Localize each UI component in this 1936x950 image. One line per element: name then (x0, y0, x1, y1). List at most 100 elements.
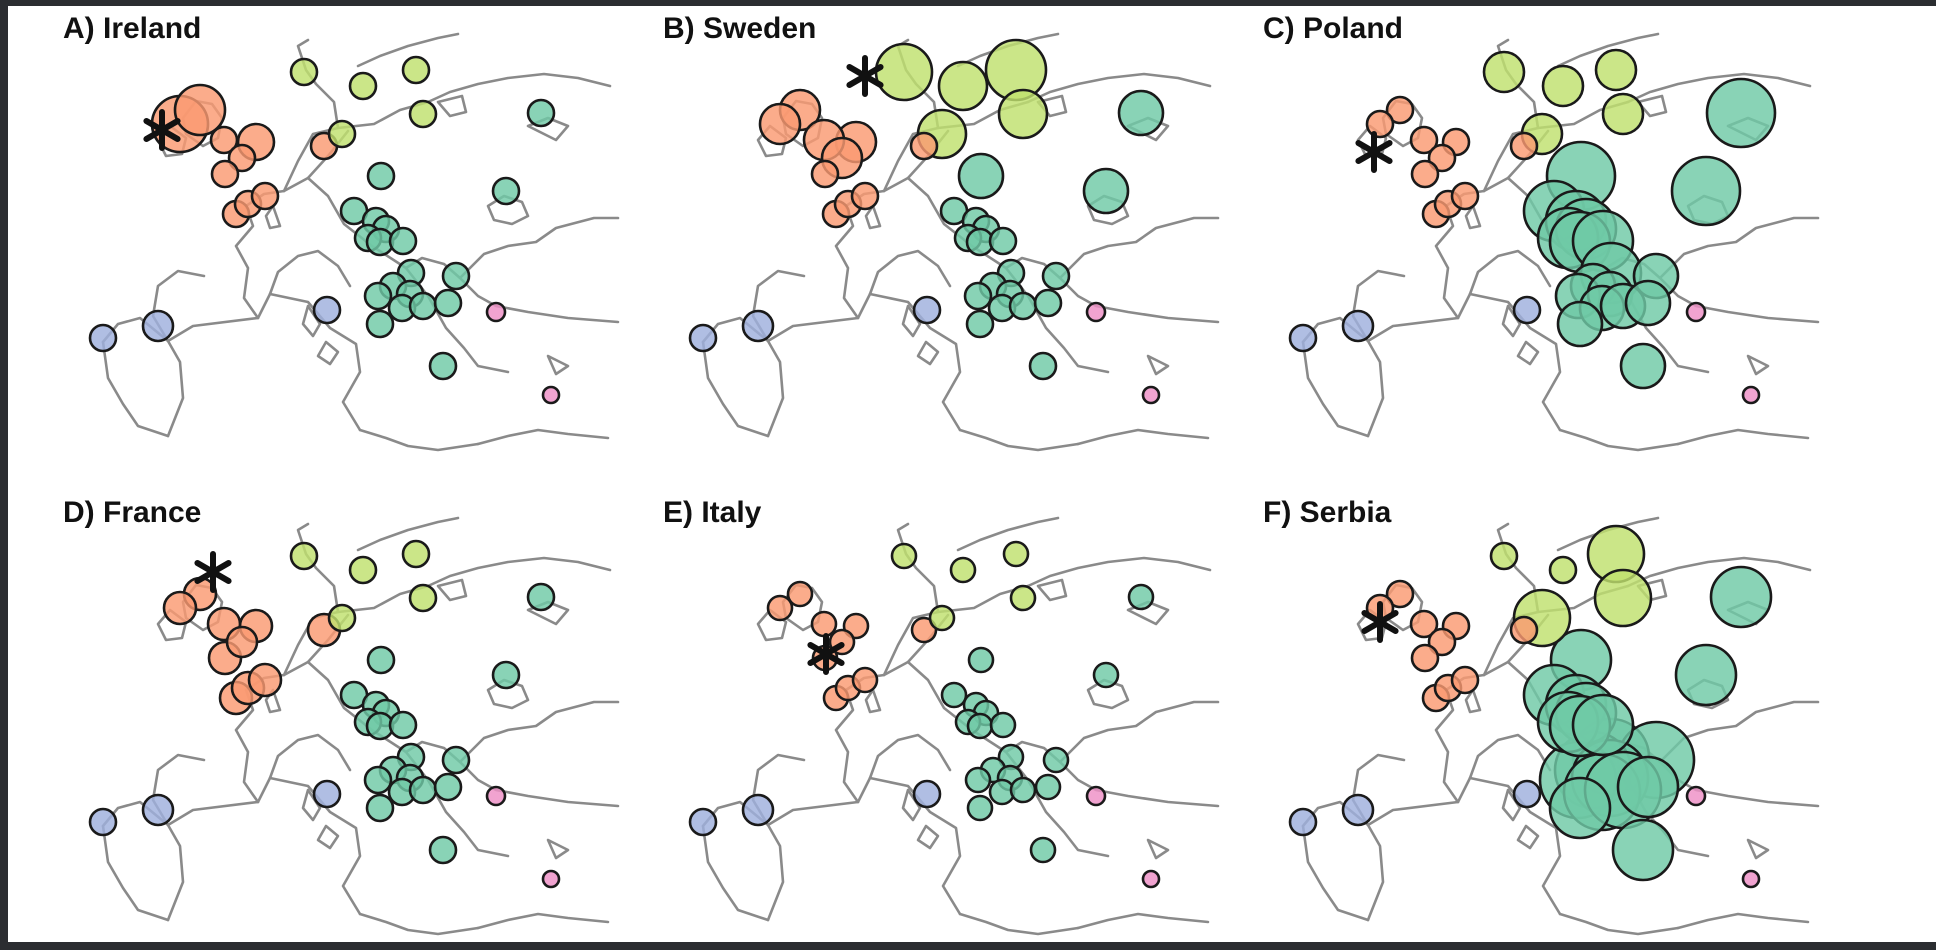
sample-site-marker (485, 785, 507, 807)
coastline-segment (1146, 838, 1170, 860)
coastline-segment (282, 100, 430, 193)
coastline-segment (1468, 733, 1552, 780)
coastline-segment (1556, 32, 1660, 68)
coastline-segment (268, 249, 352, 296)
coastline (101, 516, 620, 936)
coastline-segment (1026, 556, 1212, 588)
sample-site-marker (526, 582, 556, 612)
sample-site-marker (758, 102, 802, 146)
sample-site-marker (874, 42, 934, 102)
sample-site-marker (1541, 64, 1585, 108)
map-panel: E) Italy (608, 490, 1220, 950)
sample-site-marker (1341, 309, 1375, 343)
sample-site-marker (1548, 555, 1578, 585)
sample-site-marker (1009, 776, 1037, 804)
coastline-segment (458, 700, 620, 764)
sample-site-marker (408, 99, 438, 129)
sample-site-marker (1410, 643, 1440, 673)
sample-site-marker (526, 98, 556, 128)
coastline-segment (1004, 256, 1220, 324)
sample-site-marker (1002, 540, 1030, 568)
coastline-segment (1146, 354, 1170, 376)
map-panel: D) France (8, 490, 620, 950)
sample-site-marker (408, 583, 438, 613)
coastline-segment (101, 824, 170, 922)
coastline-segment (476, 912, 610, 930)
sample-site-marker (1548, 776, 1612, 840)
sample-site-marker (741, 309, 775, 343)
focal-asterisk-icon (846, 55, 884, 97)
sample-site-marker (1365, 109, 1395, 139)
sample-site-marker (408, 291, 438, 321)
sample-site-marker (1008, 291, 1038, 321)
sample-site-marker (1601, 92, 1645, 136)
coastline-segment (356, 516, 460, 552)
sample-site-marker (1509, 615, 1539, 645)
sample-site-marker (141, 793, 175, 827)
sample-site-marker (989, 711, 1017, 739)
coastline-segment (404, 740, 620, 808)
coastline-segment (1464, 204, 1482, 230)
coastline-segment (1516, 824, 1540, 850)
sample-site-marker (850, 181, 880, 211)
coastline-segment (868, 249, 952, 296)
coastline-segment (882, 584, 1030, 677)
coastline-segment (956, 516, 1060, 552)
coastline-segment (476, 428, 610, 446)
sample-site-marker (312, 779, 342, 809)
sample-site-marker (965, 309, 995, 339)
sample-site-marker (541, 869, 561, 889)
sample-site-marker (441, 745, 471, 775)
sample-site-marker (937, 60, 989, 112)
sample-site-marker (428, 835, 458, 865)
sample-site-marker (766, 594, 794, 622)
sample-site-marker (363, 765, 393, 795)
europe-map (688, 32, 1220, 452)
sample-site-marker (1512, 779, 1542, 809)
coastline-segment (701, 340, 770, 438)
sample-site-marker (810, 159, 840, 189)
panel-title: A) Ireland (63, 12, 202, 45)
coastline-segment (1036, 578, 1068, 602)
sample-site-marker (312, 295, 342, 325)
sample-site-marker (88, 323, 118, 353)
sample-site-marker (1085, 301, 1107, 323)
coastline-segment (958, 428, 1080, 452)
sample-site-marker (966, 794, 994, 822)
sample-site-marker (964, 766, 992, 794)
sample-site-marker (289, 57, 319, 87)
sample-site-marker (1619, 342, 1667, 390)
coastline-segment (1558, 428, 1680, 452)
focal-asterisk-icon (194, 551, 232, 593)
sample-site-marker (1509, 131, 1539, 161)
sample-site-marker (890, 542, 918, 570)
sample-site-marker (1705, 77, 1777, 149)
sample-site-marker (1341, 793, 1375, 827)
coastline-segment (1676, 912, 1810, 930)
europe-map (88, 32, 620, 452)
sample-site-marker (485, 301, 507, 323)
coastline-segment (916, 340, 940, 366)
coastline-segment (916, 824, 940, 850)
coastline-segment (864, 688, 882, 714)
sample-site-marker (348, 555, 378, 585)
europe-map (1288, 32, 1820, 452)
sample-site-marker (433, 288, 463, 318)
coastline-segment (958, 912, 1080, 936)
focal-asterisk-icon (807, 633, 845, 675)
panel-title: F) Serbia (1263, 496, 1392, 529)
sample-site-marker (1611, 818, 1675, 882)
sample-site-marker (1556, 300, 1604, 348)
focal-asterisk-icon (1361, 601, 1399, 643)
sample-site-marker (1288, 323, 1318, 353)
sample-site-marker (247, 662, 283, 698)
coastline-segment (1658, 216, 1820, 280)
sample-site-marker (1409, 609, 1439, 639)
focal-asterisk-icon (1355, 131, 1393, 173)
sample-site-marker (1593, 568, 1653, 628)
coastline-segment (101, 340, 170, 438)
coastline-segment (868, 733, 952, 780)
sample-site-marker (1009, 584, 1037, 612)
sample-site-marker (348, 71, 378, 101)
coastline-segment (426, 556, 612, 588)
